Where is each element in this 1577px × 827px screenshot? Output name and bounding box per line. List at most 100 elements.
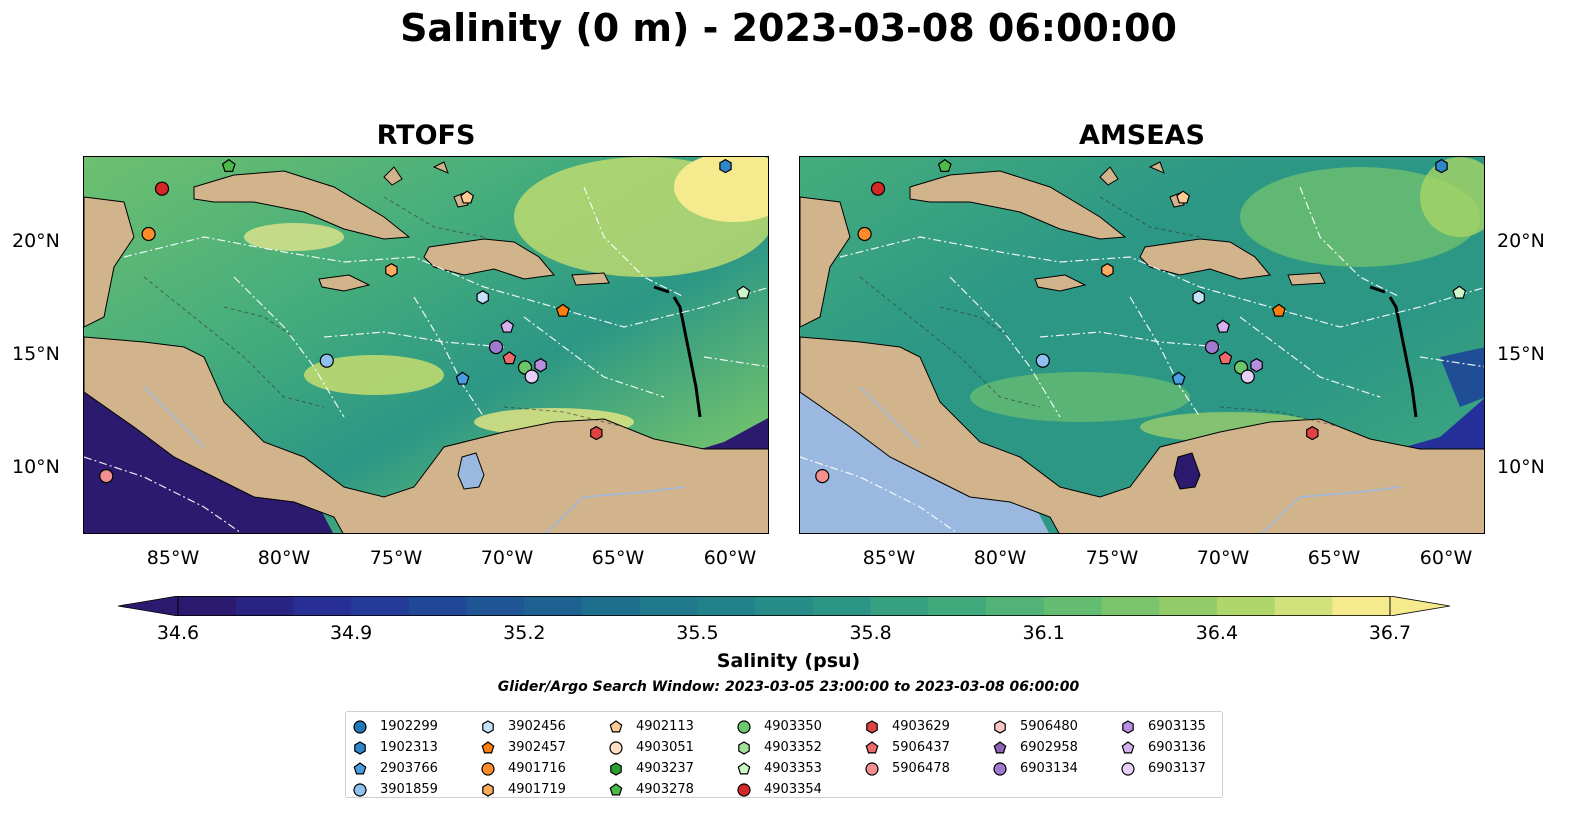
legend-column: 4903629 5906437 5906478	[864, 716, 950, 779]
float-marker-4903353	[736, 285, 751, 299]
hexagon-marker-icon	[610, 761, 622, 776]
colorbar-cell	[1332, 596, 1391, 616]
legend-item-4903278: 4903278	[608, 779, 694, 800]
circle-marker-icon	[1121, 761, 1135, 776]
colorbar-cell	[524, 596, 583, 616]
colorbar-tick-label: 36.4	[1195, 622, 1239, 644]
hexagon-marker-icon	[482, 782, 494, 797]
legend-item-label: 4901716	[508, 761, 566, 776]
circle-marker-icon	[737, 782, 751, 797]
legend-item-4903354: 4903354	[736, 779, 822, 800]
map-panel-rtofs	[83, 156, 769, 534]
legend-item-label: 4901719	[508, 782, 566, 797]
legend-item-4903350: 4903350	[736, 716, 822, 737]
circle-marker-icon	[737, 719, 751, 734]
legend-item-5906437: 5906437	[864, 737, 950, 758]
legend-item-label: 5906437	[892, 740, 950, 755]
legend-item-label: 4903352	[764, 740, 822, 755]
pentagon-marker-icon	[1121, 740, 1135, 753]
float-marker-4902113	[1176, 190, 1190, 204]
legend-item-label: 4903350	[764, 719, 822, 734]
pentagon-marker-icon	[609, 782, 623, 795]
float-marker-6903134	[1204, 340, 1220, 355]
panel-title-amseas: AMSEAS	[1079, 120, 1205, 151]
lon-label-60w: 60°W	[703, 547, 757, 569]
float-marker-5906437	[1218, 351, 1233, 365]
legend-item-2903766: 2903766	[352, 758, 438, 779]
legend-item-label: 2903766	[380, 761, 438, 776]
legend-item-label: 3901859	[380, 782, 438, 797]
hexagon-marker-icon	[994, 719, 1006, 734]
float-marker-3902456	[1192, 290, 1205, 305]
legend-item-6903136: 6903136	[1120, 737, 1206, 758]
colorbar-tick-label: 35.5	[676, 622, 719, 644]
legend-item-label: 3902457	[508, 740, 566, 755]
legend-column: 6903135 6903136 6903137	[1120, 716, 1206, 779]
colorbar-cell	[1216, 596, 1276, 616]
colorbar-cell	[1043, 596, 1103, 616]
legend-item-5906478: 5906478	[864, 758, 950, 779]
legend-column: 5906480 6902958 6903134	[992, 716, 1078, 779]
hexagon-marker-icon	[1122, 719, 1134, 734]
float-marker-5906437	[502, 351, 517, 365]
search-window-text: Glider/Argo Search Window: 2023-03-05 23…	[497, 679, 1080, 695]
float-marker-4903629	[590, 425, 603, 441]
colorbar-cell	[235, 596, 295, 616]
legend-item-label: 6903135	[1148, 719, 1206, 734]
colorbar	[118, 596, 1450, 616]
hexagon-marker-icon	[482, 719, 494, 734]
float-marker-5906478	[99, 469, 114, 484]
lat-label-left-20n: 20°N	[12, 230, 60, 252]
colorbar-cell	[870, 596, 929, 616]
hexagon-marker-icon	[866, 719, 878, 734]
lat-label-left-10n: 10°N	[12, 456, 60, 478]
float-marker-4903278	[937, 158, 952, 172]
legend-column: 4902113 4903051 4903237 4903278	[608, 716, 694, 800]
legend-item-4902113: 4902113	[608, 716, 694, 737]
legend-item-label: 1902313	[380, 740, 438, 755]
colorbar-tick-label: 34.9	[329, 622, 373, 644]
colorbar-tick-label: 35.8	[849, 622, 892, 644]
legend-item-6903134: 6903134	[992, 758, 1078, 779]
legend-item-label: 6903136	[1148, 740, 1206, 755]
float-marker-3902456	[476, 290, 489, 305]
legend-item-label: 4903051	[636, 740, 694, 755]
colorbar-label: Salinity (psu)	[716, 650, 861, 672]
legend-item-label: 6903137	[1148, 761, 1206, 776]
colorbar-cell	[178, 596, 237, 616]
legend-column: 3902456 3902457 4901716 4901719	[480, 716, 566, 800]
lon-label-65w: 65°W	[1307, 547, 1361, 569]
colorbar-cell	[639, 596, 699, 616]
legend-item-label: 4903237	[636, 761, 694, 776]
hexagon-marker-icon	[738, 740, 750, 755]
circle-marker-icon	[865, 761, 879, 776]
legend-item-label: 4903354	[764, 782, 822, 797]
colorbar-tick-label: 36.7	[1368, 622, 1412, 644]
legend-item-4903629: 4903629	[864, 716, 950, 737]
colorbar-cell	[293, 596, 352, 616]
legend-item-1902313: 1902313	[352, 737, 438, 758]
float-marker-4902113	[460, 190, 474, 204]
legend-column: 4903350 4903352 4903353 4903354	[736, 716, 822, 800]
colorbar-cell	[755, 596, 814, 616]
float-marker-2903766	[1171, 371, 1186, 385]
float-marker-4903354	[870, 181, 886, 196]
float-marker-6903135	[1250, 358, 1263, 373]
lat-label-left-15n: 15°N	[12, 343, 60, 365]
lat-label-right-20n: 20°N	[1497, 230, 1545, 252]
float-marker-5906478	[815, 469, 830, 484]
legend-item-label: 5906480	[1020, 719, 1078, 734]
colorbar-cell	[812, 596, 872, 616]
colorbar-cell	[408, 596, 468, 616]
float-marker-1902313	[1435, 158, 1448, 174]
legend-item-label: 3902456	[508, 719, 566, 734]
float-marker-4903354	[154, 181, 170, 196]
float-marker-3901859	[1035, 353, 1050, 368]
float-marker-6903134	[488, 340, 504, 355]
float-marker-6903136	[500, 319, 515, 333]
float-marker-4901716	[857, 226, 872, 242]
circle-marker-icon	[609, 740, 623, 755]
circle-marker-icon	[353, 782, 367, 797]
legend-item-4901716: 4901716	[480, 758, 566, 779]
lon-label-85w: 85°W	[146, 547, 200, 569]
